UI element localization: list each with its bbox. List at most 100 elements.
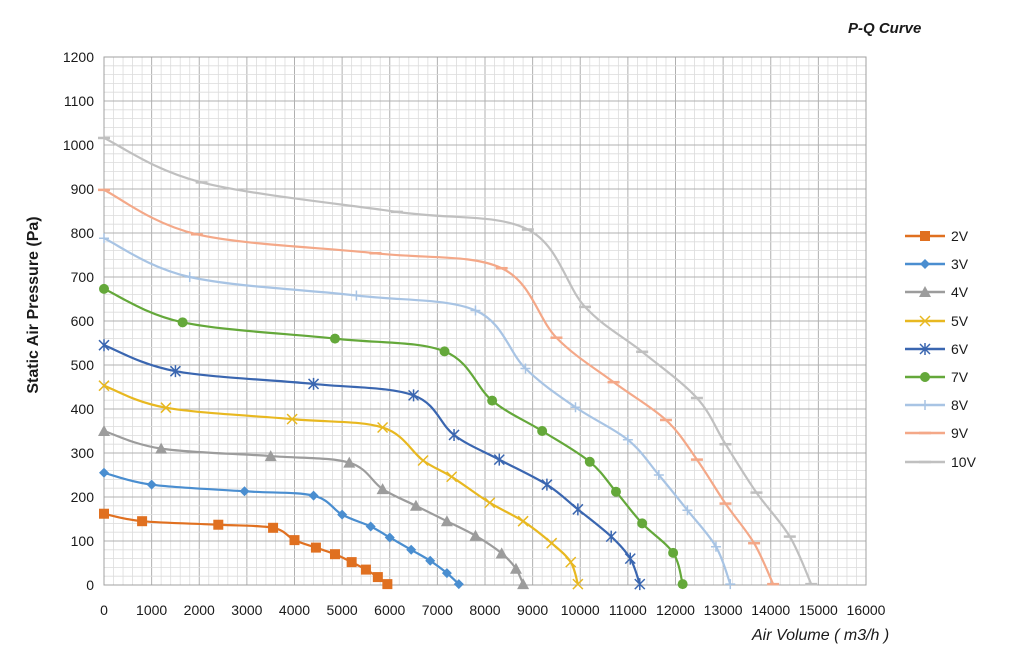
data-point-4V xyxy=(343,456,356,468)
data-point-5V xyxy=(546,537,558,549)
data-point-4V xyxy=(409,499,422,511)
x-tick-label: 11000 xyxy=(609,602,647,618)
data-point-5V xyxy=(98,380,110,392)
chart-grid xyxy=(103,56,867,586)
legend-item-9V: 9V xyxy=(905,419,976,447)
data-point-7V xyxy=(537,426,548,436)
x-tick-label: 9000 xyxy=(517,602,548,618)
data-point-3V xyxy=(384,532,395,543)
legend-label: 2V xyxy=(951,228,969,245)
legend-swatch-marker xyxy=(919,342,931,355)
data-point-6V xyxy=(408,389,420,402)
x-tick-label: 7000 xyxy=(422,602,453,618)
y-tick-label: 1200 xyxy=(63,49,94,65)
data-point-6V xyxy=(98,339,110,352)
legend-item-4V: 4V xyxy=(905,278,976,306)
x-tick-label: 15000 xyxy=(799,602,838,618)
series-8V xyxy=(99,233,736,590)
data-point-8V xyxy=(682,505,693,516)
x-tick-label: 8000 xyxy=(469,602,500,618)
legend-swatch-marker xyxy=(920,372,930,383)
data-point-2V xyxy=(310,542,321,553)
x-tick-label: 10000 xyxy=(561,602,600,618)
data-point-3V xyxy=(406,544,417,555)
series-3V xyxy=(99,467,464,590)
legend-swatch xyxy=(905,342,945,355)
y-tick-label: 300 xyxy=(71,445,95,461)
chart-series xyxy=(98,136,818,591)
data-point-4V xyxy=(98,425,110,436)
y-tick-label: 1000 xyxy=(63,137,94,153)
legend-swatch xyxy=(905,315,945,327)
data-point-2V xyxy=(137,516,148,527)
data-point-2V xyxy=(289,535,300,546)
data-point-4V xyxy=(376,483,389,495)
series-9V xyxy=(98,188,780,586)
legend-swatch xyxy=(905,231,945,242)
y-tick-label: 500 xyxy=(71,357,95,373)
data-point-6V xyxy=(624,552,636,565)
data-point-6V xyxy=(605,530,617,543)
x-tick-label: 14000 xyxy=(751,602,790,618)
data-point-5V xyxy=(565,556,577,568)
series-line-10V xyxy=(103,136,813,585)
data-point-8V xyxy=(99,233,109,244)
plot-area-border xyxy=(103,56,867,586)
data-point-7V xyxy=(668,547,679,558)
data-point-8V xyxy=(184,272,195,282)
data-point-4V xyxy=(155,442,168,454)
legend-swatch-marker xyxy=(920,400,930,411)
data-point-5V xyxy=(286,413,298,425)
data-point-3V xyxy=(441,568,452,579)
legend-item-5V: 5V xyxy=(905,307,976,335)
legend-swatch-marker xyxy=(919,315,931,327)
data-point-2V xyxy=(329,549,340,560)
y-tick-label: 100 xyxy=(71,533,95,549)
series-6V xyxy=(98,339,646,591)
x-tick-label: 13000 xyxy=(704,602,743,618)
legend-swatch xyxy=(905,432,945,435)
series-10V xyxy=(98,136,818,586)
data-point-2V xyxy=(360,564,371,575)
data-point-8V xyxy=(653,470,664,480)
data-point-7V xyxy=(637,518,648,529)
series-4V xyxy=(98,425,530,590)
data-point-5V xyxy=(572,578,584,590)
data-point-4V xyxy=(469,529,482,541)
data-point-8V xyxy=(570,402,581,413)
legend-swatch xyxy=(905,286,945,298)
data-point-3V xyxy=(308,490,319,501)
legend-label: 10V xyxy=(951,453,976,470)
legend-swatch-marker xyxy=(919,286,931,298)
x-tick-label: 16000 xyxy=(847,602,886,618)
data-point-7V xyxy=(487,395,498,406)
legend-item-8V: 8V xyxy=(905,391,976,419)
data-point-6V xyxy=(308,377,320,390)
legend-label: 5V xyxy=(951,312,969,329)
data-point-2V xyxy=(213,519,224,530)
data-point-4V xyxy=(495,547,508,559)
data-point-3V xyxy=(99,467,109,478)
data-point-3V xyxy=(453,579,464,590)
data-point-8V xyxy=(710,541,721,552)
data-point-7V xyxy=(439,346,450,357)
series-line-5V xyxy=(103,384,579,585)
data-point-6V xyxy=(572,503,584,516)
y-tick-label: 200 xyxy=(71,489,95,505)
y-tick-label: 800 xyxy=(71,225,95,241)
legend-item-2V: 2V xyxy=(905,222,976,250)
legend-swatch xyxy=(905,460,945,463)
legend-swatch-marker xyxy=(920,231,930,242)
data-point-2V xyxy=(382,579,393,590)
legend-item-3V: 3V xyxy=(905,250,976,278)
data-point-6V xyxy=(448,428,460,441)
x-tick-label: 1000 xyxy=(136,602,167,618)
x-tick-label: 3000 xyxy=(231,602,262,618)
data-point-7V xyxy=(610,486,621,497)
x-axis-ticks: 0 1000 2000 3000 4000 5000 6000 7000 8000 9000 100… xyxy=(100,602,886,618)
chart-title: P-Q Curve xyxy=(848,20,922,37)
data-point-5V xyxy=(484,497,496,509)
data-point-8V xyxy=(725,579,736,590)
y-tick-label: 400 xyxy=(71,401,95,417)
